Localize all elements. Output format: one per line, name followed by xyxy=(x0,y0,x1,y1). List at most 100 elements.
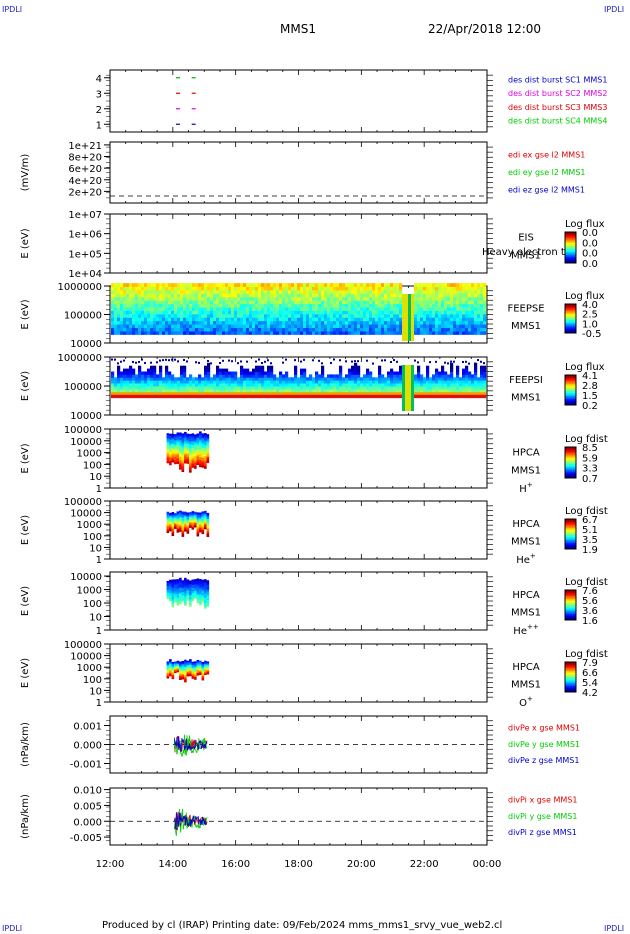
panel-4-spec-cell xyxy=(258,388,262,393)
panel-4-spec-cell xyxy=(318,388,322,393)
panel-3-spec-cell xyxy=(333,320,337,325)
panel-3-spec-cell xyxy=(417,327,421,332)
panel-3-spec-cell xyxy=(117,320,121,325)
panel-3-spec-cell xyxy=(195,293,199,298)
panel-3-spec-cell xyxy=(159,303,163,308)
panel-7-spec-cell xyxy=(191,594,195,597)
panel-3-spec-cell xyxy=(174,300,178,305)
panel-3-spec-cell xyxy=(453,317,457,322)
panel-5-spec-cell xyxy=(196,449,200,451)
panel-4-spec-cell xyxy=(183,391,187,395)
panel-3-spec-cell xyxy=(246,286,250,291)
panel-4-spec-cell xyxy=(123,374,127,378)
panel-7-colorbar-segment xyxy=(565,605,576,607)
panel-4-spec-cell xyxy=(258,383,262,387)
panel-3-spec-cell xyxy=(156,289,160,294)
panel-3-spec-cell xyxy=(291,303,295,308)
panel-3-spec-cell xyxy=(162,324,166,329)
panel-7-spec-cell xyxy=(166,590,170,593)
panel-4-spec-cell xyxy=(231,383,235,387)
panel-3-spec-cell xyxy=(198,303,202,308)
panel-3-spec-cell xyxy=(357,317,361,322)
panel-6-spec-cell xyxy=(181,511,185,514)
panel-3-spec-cell xyxy=(315,296,319,301)
panel-3-spec-cell xyxy=(381,300,385,305)
panel-0-frame xyxy=(109,69,488,133)
panel-4-spec-cell xyxy=(222,391,226,395)
panel-3-spec-cell xyxy=(198,324,202,329)
panel-8-spec-cell xyxy=(189,666,192,668)
panel-3-spec-cell xyxy=(429,324,433,329)
panel-7-spec-cell xyxy=(204,606,207,609)
panel-3-spec-cell xyxy=(201,289,205,294)
panel-3-spec-cell xyxy=(138,313,142,318)
panel-4-spec-speck xyxy=(447,362,449,365)
panel-3-spec-cell xyxy=(450,300,454,305)
panel-4-spec-cell xyxy=(435,374,439,378)
panel-3-spec-cell xyxy=(444,307,448,311)
panel-4-spec-cell xyxy=(216,388,220,393)
panel-3-spec-cell xyxy=(267,289,271,294)
panel-5-spec-cell xyxy=(199,435,202,438)
panel-7-spec-cell xyxy=(196,591,200,594)
panel-4-spec-cell xyxy=(453,386,457,390)
panel-4-spec-cell xyxy=(456,391,460,395)
panel-3-spec-cell xyxy=(435,293,439,298)
panel-3-spec-cell xyxy=(336,324,340,329)
panel-3-spec-cell xyxy=(201,313,205,318)
panel-4-spec-speck xyxy=(414,359,416,362)
panel-3-spec-cell xyxy=(324,296,328,301)
panel-3-spec-cell xyxy=(321,310,325,315)
panel-5-spec-cell xyxy=(169,463,172,466)
panel-3-spec-cell xyxy=(150,289,154,294)
panel-4-spec-speck xyxy=(285,358,287,361)
panel-3-spec-cell xyxy=(117,331,121,335)
panel-3-spec-cell xyxy=(387,289,391,294)
panel-3-spec-cell xyxy=(177,324,181,329)
panel-3-spec-cell xyxy=(255,327,259,332)
panel-4-spec-cell xyxy=(300,371,304,375)
panel-5-spec-cell xyxy=(174,436,177,439)
panel-5-spec-cell xyxy=(184,461,187,464)
panel-4-spec-cell xyxy=(423,391,427,395)
panel-4-spec-cell xyxy=(354,394,358,399)
panel-3-spec-cell xyxy=(213,320,217,325)
panel-7-spec-cell xyxy=(179,584,182,587)
panel-4-spec-cell xyxy=(426,386,430,390)
panel-4-spec-cell xyxy=(189,391,193,395)
panel-7-spec-cell xyxy=(171,600,175,603)
panel-5-spec-cell xyxy=(169,454,172,457)
panel-4-spec-cell xyxy=(252,386,256,390)
panel-3-spec-cell xyxy=(306,296,310,301)
panel-3-spec-cell xyxy=(387,324,391,329)
panel-3-spec-cell xyxy=(282,286,286,291)
panel-4-spec-cell xyxy=(282,380,286,384)
panel-3-spec-cell xyxy=(282,303,286,308)
panel-6-spec-cell xyxy=(176,523,180,526)
panel-3-spec-cell xyxy=(234,310,238,315)
panel-3-spec-cell xyxy=(477,324,481,329)
panel-3-spec-cell xyxy=(348,300,352,305)
panel-4-spec-cell xyxy=(279,380,283,384)
panel-3-spec-cell xyxy=(153,307,157,311)
panel-3-spec-cell xyxy=(429,317,433,322)
panel-7-spec-cell xyxy=(201,589,205,592)
panel-8-y-tick-label: 10000 xyxy=(70,652,102,663)
panel-3-spec-cell xyxy=(363,310,367,315)
panel-3-spec-cell xyxy=(252,296,256,301)
panel-3-spec-cell xyxy=(159,327,163,332)
panel-7-spec-cell xyxy=(194,587,197,590)
panel-4-spec-cell xyxy=(351,386,355,390)
panel-3-spec-cell xyxy=(399,283,403,287)
panel-5-colorbar-frame xyxy=(564,446,577,479)
panel-6-spec-cell xyxy=(171,517,175,520)
panel-4-spec-cell xyxy=(162,388,166,393)
panel-3-spec-cell xyxy=(132,307,136,311)
panel-6-spec-cell xyxy=(184,529,187,532)
panel-3-spec-cell xyxy=(438,289,442,294)
panel-4-spec-cell xyxy=(159,374,163,378)
panel-3-spec-cell xyxy=(141,303,145,308)
panel-8-spec-cell xyxy=(166,676,170,679)
panel-3-spec-cell xyxy=(477,327,481,332)
panel-4-spec-cell xyxy=(225,380,229,384)
